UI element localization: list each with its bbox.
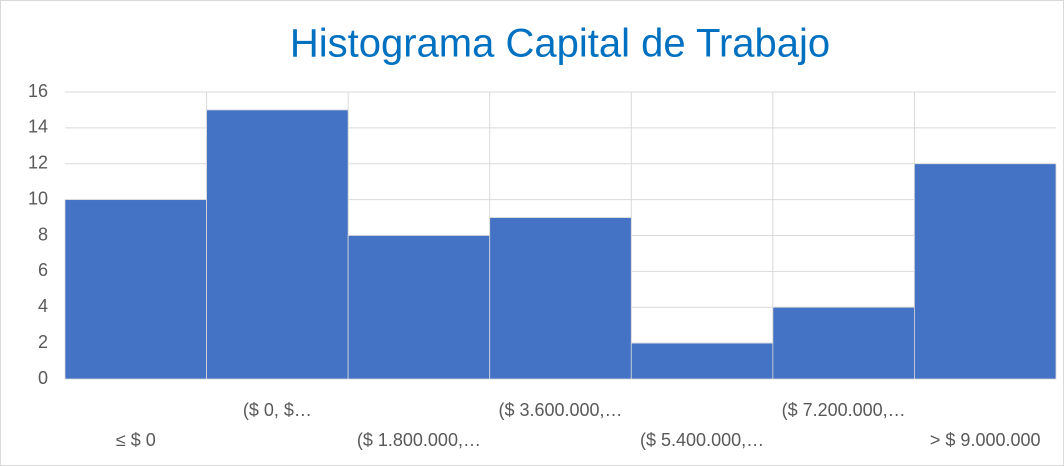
- x-tick-label: > $ 9.000.000: [930, 430, 1041, 450]
- bar: [206, 109, 349, 380]
- bar: [347, 235, 491, 380]
- y-tick-label: 0: [38, 368, 48, 388]
- y-tick-label: 2: [38, 332, 48, 352]
- x-tick-label: ($ 1.800.000,…: [357, 430, 481, 450]
- y-tick-label: 16: [28, 81, 48, 101]
- chart-title: Histograma Capital de Trabajo: [290, 22, 830, 66]
- y-tick-label: 4: [38, 296, 48, 316]
- y-tick-label: 12: [28, 153, 48, 173]
- y-tick-label: 6: [38, 260, 48, 280]
- bar: [630, 342, 774, 380]
- bar: [64, 199, 207, 380]
- bar: [914, 163, 1057, 380]
- x-tick-label: ($ 3.600.000,…: [498, 400, 622, 420]
- y-tick-label: 10: [28, 188, 48, 208]
- bar: [772, 306, 915, 380]
- y-tick-label: 8: [38, 224, 48, 244]
- y-tick-label: 14: [28, 117, 48, 137]
- x-tick-label: ≤ $ 0: [116, 430, 156, 450]
- x-tick-label: ($ 0, $…: [243, 400, 312, 420]
- x-tick-label: ($ 7.200.000,…: [782, 400, 906, 420]
- x-tick-label: ($ 5.400.000,…: [640, 430, 764, 450]
- bar: [489, 217, 632, 380]
